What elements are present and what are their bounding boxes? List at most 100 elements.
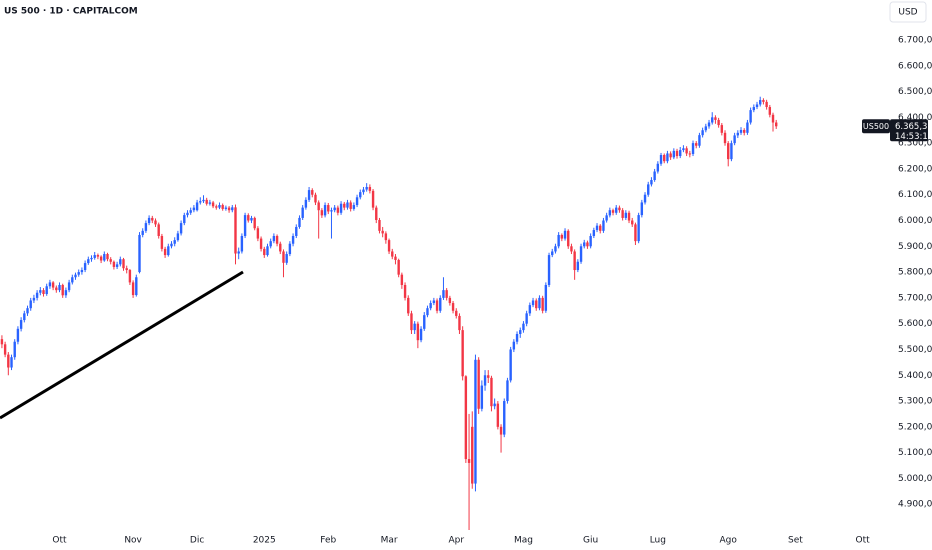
candle-body <box>650 180 653 185</box>
candle-body <box>765 101 768 108</box>
candle-body <box>74 274 77 278</box>
candle-body <box>672 150 676 158</box>
candle-body <box>467 459 471 463</box>
y-tick-label: 6.500,0 <box>898 87 932 97</box>
currency-box[interactable] <box>889 1 927 23</box>
candle-body <box>71 277 74 283</box>
candle-body <box>458 315 461 331</box>
candle-body <box>397 259 400 275</box>
candle-body <box>714 117 717 120</box>
candle-body <box>253 217 256 229</box>
candle-body <box>51 282 55 288</box>
candle-body <box>99 256 103 261</box>
candle-body <box>64 290 68 296</box>
candle-body <box>355 197 359 206</box>
candle-body <box>416 323 420 341</box>
candle-body <box>448 297 452 304</box>
candle-body <box>218 205 221 208</box>
candle-body <box>586 242 589 247</box>
candle-body <box>685 148 688 154</box>
candle-body <box>0 339 4 345</box>
candle-body <box>26 308 29 314</box>
candle-body <box>307 190 311 200</box>
candle-body <box>381 230 384 234</box>
candle-body <box>643 194 647 203</box>
candle-body <box>275 235 279 244</box>
candle-body <box>426 308 429 316</box>
candle-body <box>215 206 218 208</box>
y-tick-label: 5.900,0 <box>898 242 932 252</box>
candle-body <box>32 297 36 301</box>
candle-body <box>413 323 416 331</box>
candle-body <box>707 122 711 127</box>
candle-body <box>736 132 740 136</box>
y-tick-label: 5.400,0 <box>898 371 932 381</box>
chart-title: US 500 · 1D · CAPITALCOM <box>4 7 138 17</box>
candle-body <box>103 254 106 261</box>
candle-body <box>634 224 637 242</box>
candle-body <box>147 217 151 224</box>
candle-body <box>570 246 573 252</box>
candle-body <box>90 257 93 260</box>
candle-body <box>503 401 506 435</box>
candle-body <box>55 287 58 291</box>
candle-body <box>378 219 381 231</box>
candle-body <box>407 297 410 314</box>
y-tick-label: 5.100,0 <box>898 448 932 458</box>
candle-body <box>173 240 176 244</box>
candle-body <box>487 375 490 378</box>
candle-body <box>371 190 375 208</box>
candle-body <box>29 300 32 309</box>
candle-body <box>327 205 330 212</box>
candle-body <box>227 207 231 211</box>
trend-line[interactable] <box>0 270 244 420</box>
candle-body <box>675 150 679 157</box>
candle-body <box>656 163 660 172</box>
y-tick-label: 5.500,0 <box>898 345 932 355</box>
candle-body <box>551 251 554 256</box>
candle-body <box>627 212 631 221</box>
candle-body <box>269 241 272 247</box>
candle-body <box>359 192 362 198</box>
y-tick-label: 5.600,0 <box>898 319 932 329</box>
y-tick-label: 5.200,0 <box>898 422 932 432</box>
candle-body <box>576 261 580 271</box>
y-tick-label: 4.900,0 <box>898 500 932 510</box>
candle-body <box>391 251 394 257</box>
candle-body <box>535 300 538 309</box>
candle-body <box>109 259 112 262</box>
candle-body <box>647 184 650 195</box>
candle-body <box>285 254 288 263</box>
y-tick-label: 5.700,0 <box>898 293 932 303</box>
candle-body <box>701 130 704 136</box>
candle-body <box>688 153 692 155</box>
candle-body <box>723 132 727 144</box>
currency: USD <box>898 8 917 18</box>
candle-body <box>23 313 26 321</box>
candle-body <box>455 310 458 316</box>
candle-body <box>323 205 327 216</box>
y-tick-label: 6.000,0 <box>898 216 932 226</box>
candle-body <box>493 403 496 407</box>
candle-body <box>343 203 346 208</box>
candle-body <box>602 220 605 231</box>
candle-body <box>179 223 183 234</box>
candle-body <box>717 119 720 126</box>
candle-body <box>496 403 500 427</box>
candle-body <box>311 190 314 195</box>
y-tick-label: 6.600,0 <box>898 61 932 71</box>
candle-body <box>419 328 423 341</box>
candle-body <box>477 359 480 409</box>
candle-body <box>605 215 608 221</box>
y-tick-label: 5.800,0 <box>898 268 932 278</box>
candle-body <box>163 248 167 256</box>
candle-body <box>333 207 336 211</box>
candle-body <box>387 240 391 252</box>
candle-body <box>759 100 762 105</box>
candle-body <box>538 297 541 309</box>
candle-body <box>295 226 298 236</box>
candle-body <box>128 270 132 283</box>
countdown: 14:53:13 <box>895 132 932 142</box>
candle-body <box>7 354 10 368</box>
